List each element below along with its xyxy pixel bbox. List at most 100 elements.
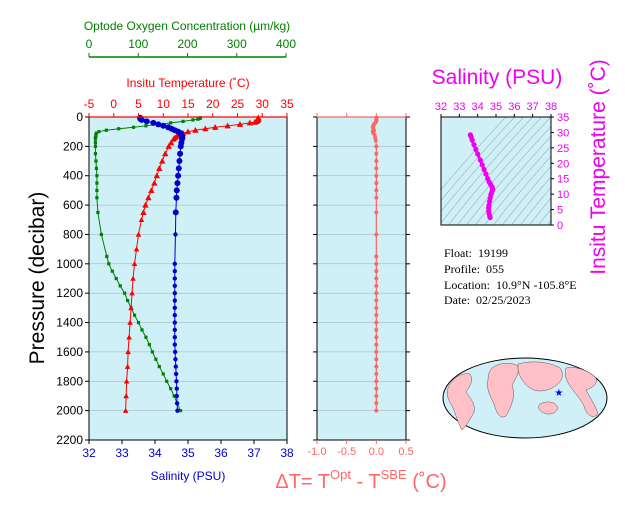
salinity-axis: 32 33 34 35 36 37 38 [82,440,294,460]
pressure-tick-label: 400 [63,169,83,183]
salinity-tick-label: 36 [214,446,228,460]
oxygen-point [181,119,185,124]
salinity-point [172,327,177,333]
delta-point [374,327,379,332]
ts-contour [511,176,551,225]
oxygen-point [154,357,158,361]
salinity-axis-label: Salinity (PSU) [151,469,226,483]
ts-contour [538,208,551,225]
delta-point [374,276,379,281]
float-label: Float: [444,246,473,260]
oxygen-point [126,298,130,303]
temperature-point [123,378,130,384]
delta-point [374,159,379,164]
salinity-point [175,172,182,179]
ts-point [471,142,477,148]
date-line: Date: 02/25/2023 [444,293,531,308]
ts-series-group [467,132,496,221]
oxygen-point [196,117,200,121]
salinity-point [173,371,179,377]
float-id-line: Float: 19199 [444,246,508,261]
salinity-point [172,268,177,274]
ts-x-tick-label: 34 [472,101,484,113]
delta-point [374,401,379,406]
salinity-point [175,408,180,413]
temperature-point [123,393,129,399]
delta-point [374,269,379,274]
delta-tick-label: -0.5 [337,446,356,458]
ts-axes: 32 33 34 35 36 37 38 0 5 10 15 20 25 30 35 [435,101,569,232]
delta-point [373,138,378,143]
oxygen-point [144,124,148,128]
ts-x-tick-label: 32 [435,101,447,113]
oxygen-point [150,350,154,354]
ts-density-contours [441,117,551,225]
temperature-point [128,305,134,311]
salinity-tick-label: 35 [181,446,195,460]
salinity-tick-label: 34 [148,446,162,460]
temperature-tick-label: 0 [110,97,117,111]
salinity-point [173,194,180,201]
ts-salinity-label: Salinity (PSU) [432,66,563,89]
salinity-point [172,283,177,289]
temperature-tick-label: -5 [84,97,95,111]
temperature-tick-label: 35 [280,97,294,111]
temperature-point [162,150,169,157]
temperature-point [138,216,145,223]
ts-point [469,137,475,143]
ts-x-tick-label: 35 [490,101,502,113]
delta-series-group [370,115,379,413]
delta-point [374,393,379,398]
pressure-tick-label: 1200 [56,286,83,300]
salinity-point [172,320,177,325]
map-land-asia [517,361,563,392]
pressure-tick-label: 1400 [56,316,83,330]
salinity-point [172,305,177,311]
temperature-point [156,165,163,171]
oxygen-point [95,196,99,200]
salinity-point [172,349,178,355]
oxygen-point [93,144,98,148]
salinity-point [172,298,177,303]
oxygen-point [117,127,121,131]
oxygen-point [104,128,108,132]
ts-contour-lines [441,117,551,225]
map-land-americas-east [447,373,475,431]
salinity-point [172,261,177,267]
temperature-tick-label: 10 [157,97,171,111]
temperature-point [165,143,172,149]
delta-point [374,364,379,369]
oxygen-point [198,116,202,121]
salinity-point [155,121,162,128]
oxygen-axis: 0 100 200 300 400 [86,37,296,58]
delta-point [374,357,379,362]
temperature-point [133,246,140,252]
salinity-point [173,364,178,369]
ts-contour [466,126,551,225]
delta-point [374,342,379,347]
oxygen-tick-label: 0 [86,37,93,51]
salinity-point [174,393,179,399]
oxygen-tick-label: 200 [177,37,197,51]
temperature-point [153,172,161,179]
delta-point [374,232,379,237]
ts-contour [547,219,551,225]
oxygen-point [169,387,173,391]
pressure-tick-label: 800 [63,227,83,241]
delta-point [374,283,379,288]
salinity-point [160,122,167,129]
oxygen-point [144,335,148,339]
ts-plot-background [441,117,551,225]
ts-contour [441,117,507,190]
oxygen-point [107,262,111,266]
oxygen-point [95,181,99,185]
oxygen-point [105,254,109,259]
temperature-point [130,275,136,281]
float-value: 19199 [478,246,509,260]
temperature-point [184,128,192,135]
pressure-tick-label: 1600 [56,345,83,359]
oxygen-point [95,174,99,178]
delta-point [374,305,379,310]
delta-plot-background [317,117,406,440]
